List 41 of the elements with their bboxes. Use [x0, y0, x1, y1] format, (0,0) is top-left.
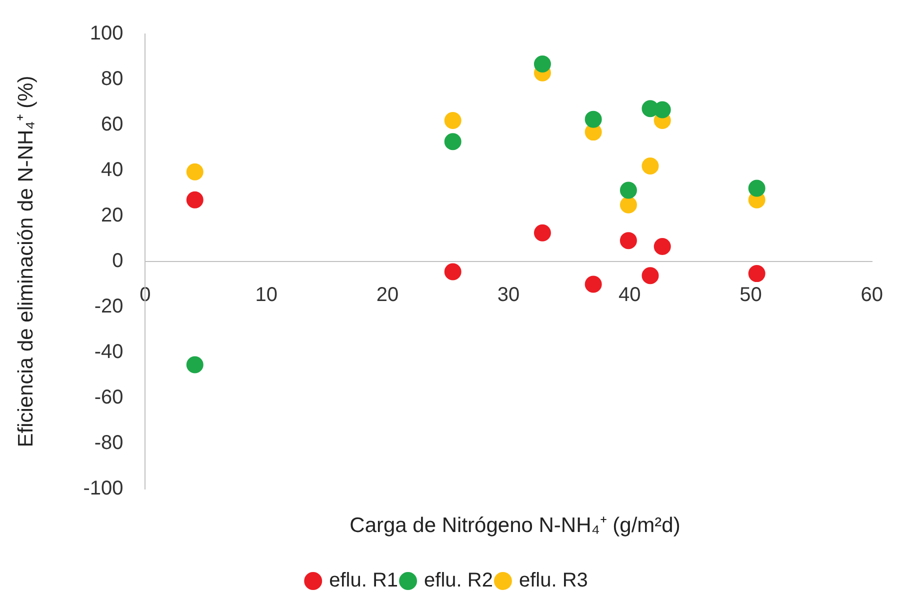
y-tick-label: 60 [100, 114, 124, 136]
y-tick-label: -100 [83, 478, 124, 500]
y-tick-label: 100 [90, 22, 124, 45]
point [620, 232, 637, 250]
y-tick-label: -80 [94, 432, 124, 454]
y-tick-label: -40 [94, 341, 124, 364]
legend-label: eflu. R3 [518, 570, 588, 592]
point [654, 101, 671, 118]
point [444, 133, 462, 150]
x-axis-title: Carga de Nitrógeno N-NH₄⁺ (g/m²d) [348, 513, 682, 538]
point [584, 110, 602, 128]
x-tick-label: 40 [618, 284, 641, 306]
point [534, 56, 551, 73]
y-tick-label: 0 [112, 250, 124, 272]
y-tick-label: -20 [94, 296, 124, 318]
y-tick-label: 80 [100, 68, 124, 90]
y-tick-label: -60 [94, 386, 124, 409]
point [620, 182, 637, 199]
point [534, 224, 551, 242]
point [186, 163, 204, 180]
y-tick-label: 20 [100, 204, 124, 227]
point [748, 265, 766, 282]
point [444, 112, 462, 129]
x-tick-label: 20 [376, 284, 399, 306]
y-axis-title: Eficiencia de eliminación de N-NH₄⁺ (%) [14, 76, 38, 448]
legend-label: eflu. R1 [329, 570, 398, 592]
x-tick-label: 10 [255, 284, 278, 306]
point [642, 157, 659, 174]
point [654, 238, 671, 255]
x-tick-label: 60 [860, 284, 883, 306]
point [186, 191, 204, 208]
legend-label: eflu. R2 [424, 570, 493, 592]
point [642, 267, 659, 284]
point [186, 356, 204, 374]
point [620, 196, 637, 214]
point [444, 263, 462, 280]
point [748, 180, 766, 197]
x-tick-label: 30 [497, 284, 520, 306]
y-tick-label: 40 [100, 159, 124, 182]
x-tick-label: 50 [740, 284, 762, 306]
point [584, 276, 602, 293]
